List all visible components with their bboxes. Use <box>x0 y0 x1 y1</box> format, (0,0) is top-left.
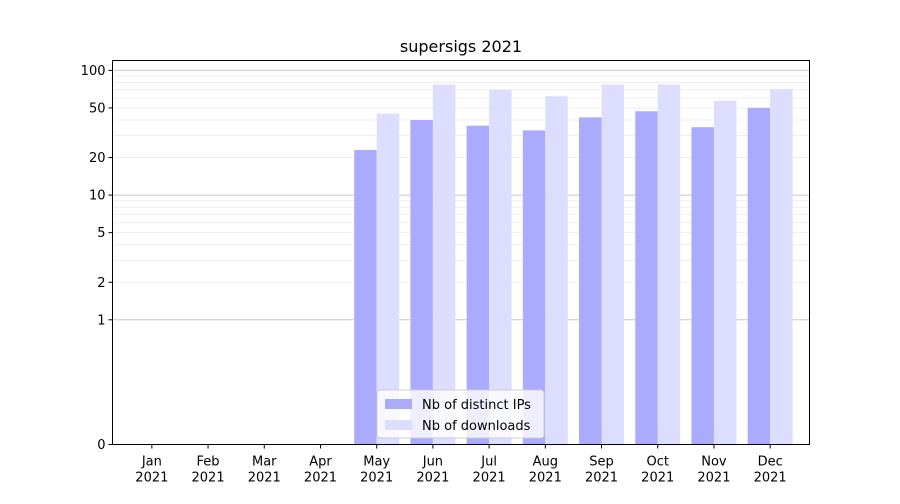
x-tick-label-year: 2021 <box>529 471 562 486</box>
x-tick-label-year: 2021 <box>360 471 393 486</box>
bar-distinct-ips <box>691 127 714 445</box>
x-tick-label-year: 2021 <box>416 471 449 486</box>
x-tick-label-year: 2021 <box>192 471 225 486</box>
x-tick-label-month: May <box>363 455 390 470</box>
y-tick-label: 5 <box>97 226 105 241</box>
x-tick-label-month: Jan <box>141 455 162 470</box>
bar-distinct-ips <box>410 120 433 445</box>
legend: Nb of distinct IPs Nb of downloads <box>376 389 545 439</box>
x-tick-label-year: 2021 <box>585 471 618 486</box>
bar-distinct-ips <box>635 111 658 445</box>
x-tick-label-month: Apr <box>309 455 332 470</box>
x-tick-label-year: 2021 <box>641 471 674 486</box>
x-tick-label-year: 2021 <box>304 471 337 486</box>
bar-downloads <box>376 113 400 445</box>
x-tick-label-month: Nov <box>701 455 727 470</box>
x-tick-label-month: Aug <box>533 455 558 470</box>
x-tick-label-month: Jun <box>422 455 443 470</box>
legend-label: Nb of distinct IPs <box>422 398 531 413</box>
x-tick-label-month: Sep <box>589 455 614 470</box>
bar-distinct-ips <box>522 130 546 445</box>
y-tick-label: 100 <box>81 64 106 79</box>
bar-distinct-ips <box>466 125 490 445</box>
x-axis: Jan2021Feb2021Mar2021Apr2021May2021Jun20… <box>135 444 787 486</box>
bar-downloads <box>489 89 512 445</box>
x-tick-label-month: Jul <box>480 455 497 470</box>
y-axis: 0 1 2 5 10 20 50 100 <box>81 64 113 453</box>
bar-distinct-ips <box>579 117 602 445</box>
legend-swatch-distinct-ips <box>385 399 412 409</box>
bar-downloads <box>545 96 568 445</box>
x-tick-label-year: 2021 <box>754 471 787 486</box>
x-tick-label-year: 2021 <box>248 471 281 486</box>
bar-downloads <box>432 84 456 445</box>
bar-downloads <box>657 84 681 445</box>
legend-label: Nb of downloads <box>422 419 531 434</box>
bar-distinct-ips <box>354 149 377 445</box>
x-tick-label-month: Dec <box>758 455 783 470</box>
y-tick-label: 0 <box>97 438 105 453</box>
y-tick-label: 2 <box>97 276 105 291</box>
bars-layer <box>354 84 793 445</box>
x-tick-label-year: 2021 <box>697 471 730 486</box>
y-tick-label: 10 <box>89 189 106 204</box>
bar-downloads <box>770 88 793 445</box>
legend-box <box>376 389 545 439</box>
x-tick-label-month: Feb <box>197 455 220 470</box>
y-tick-label: 50 <box>89 101 106 116</box>
y-tick-label: 1 <box>97 313 105 328</box>
y-tick-label: 20 <box>89 151 106 166</box>
plot-frame <box>112 60 810 445</box>
bar-distinct-ips <box>747 107 771 445</box>
x-tick-label-month: Mar <box>252 455 277 470</box>
x-tick-label-month: Oct <box>646 455 668 470</box>
chart-title: supersigs 2021 <box>400 37 522 56</box>
x-tick-label-year: 2021 <box>135 471 168 486</box>
grid-layer <box>112 69 810 321</box>
bar-downloads <box>601 84 625 445</box>
legend-swatch-downloads <box>385 420 412 430</box>
bar-downloads <box>713 100 737 445</box>
x-tick-label-year: 2021 <box>473 471 506 486</box>
